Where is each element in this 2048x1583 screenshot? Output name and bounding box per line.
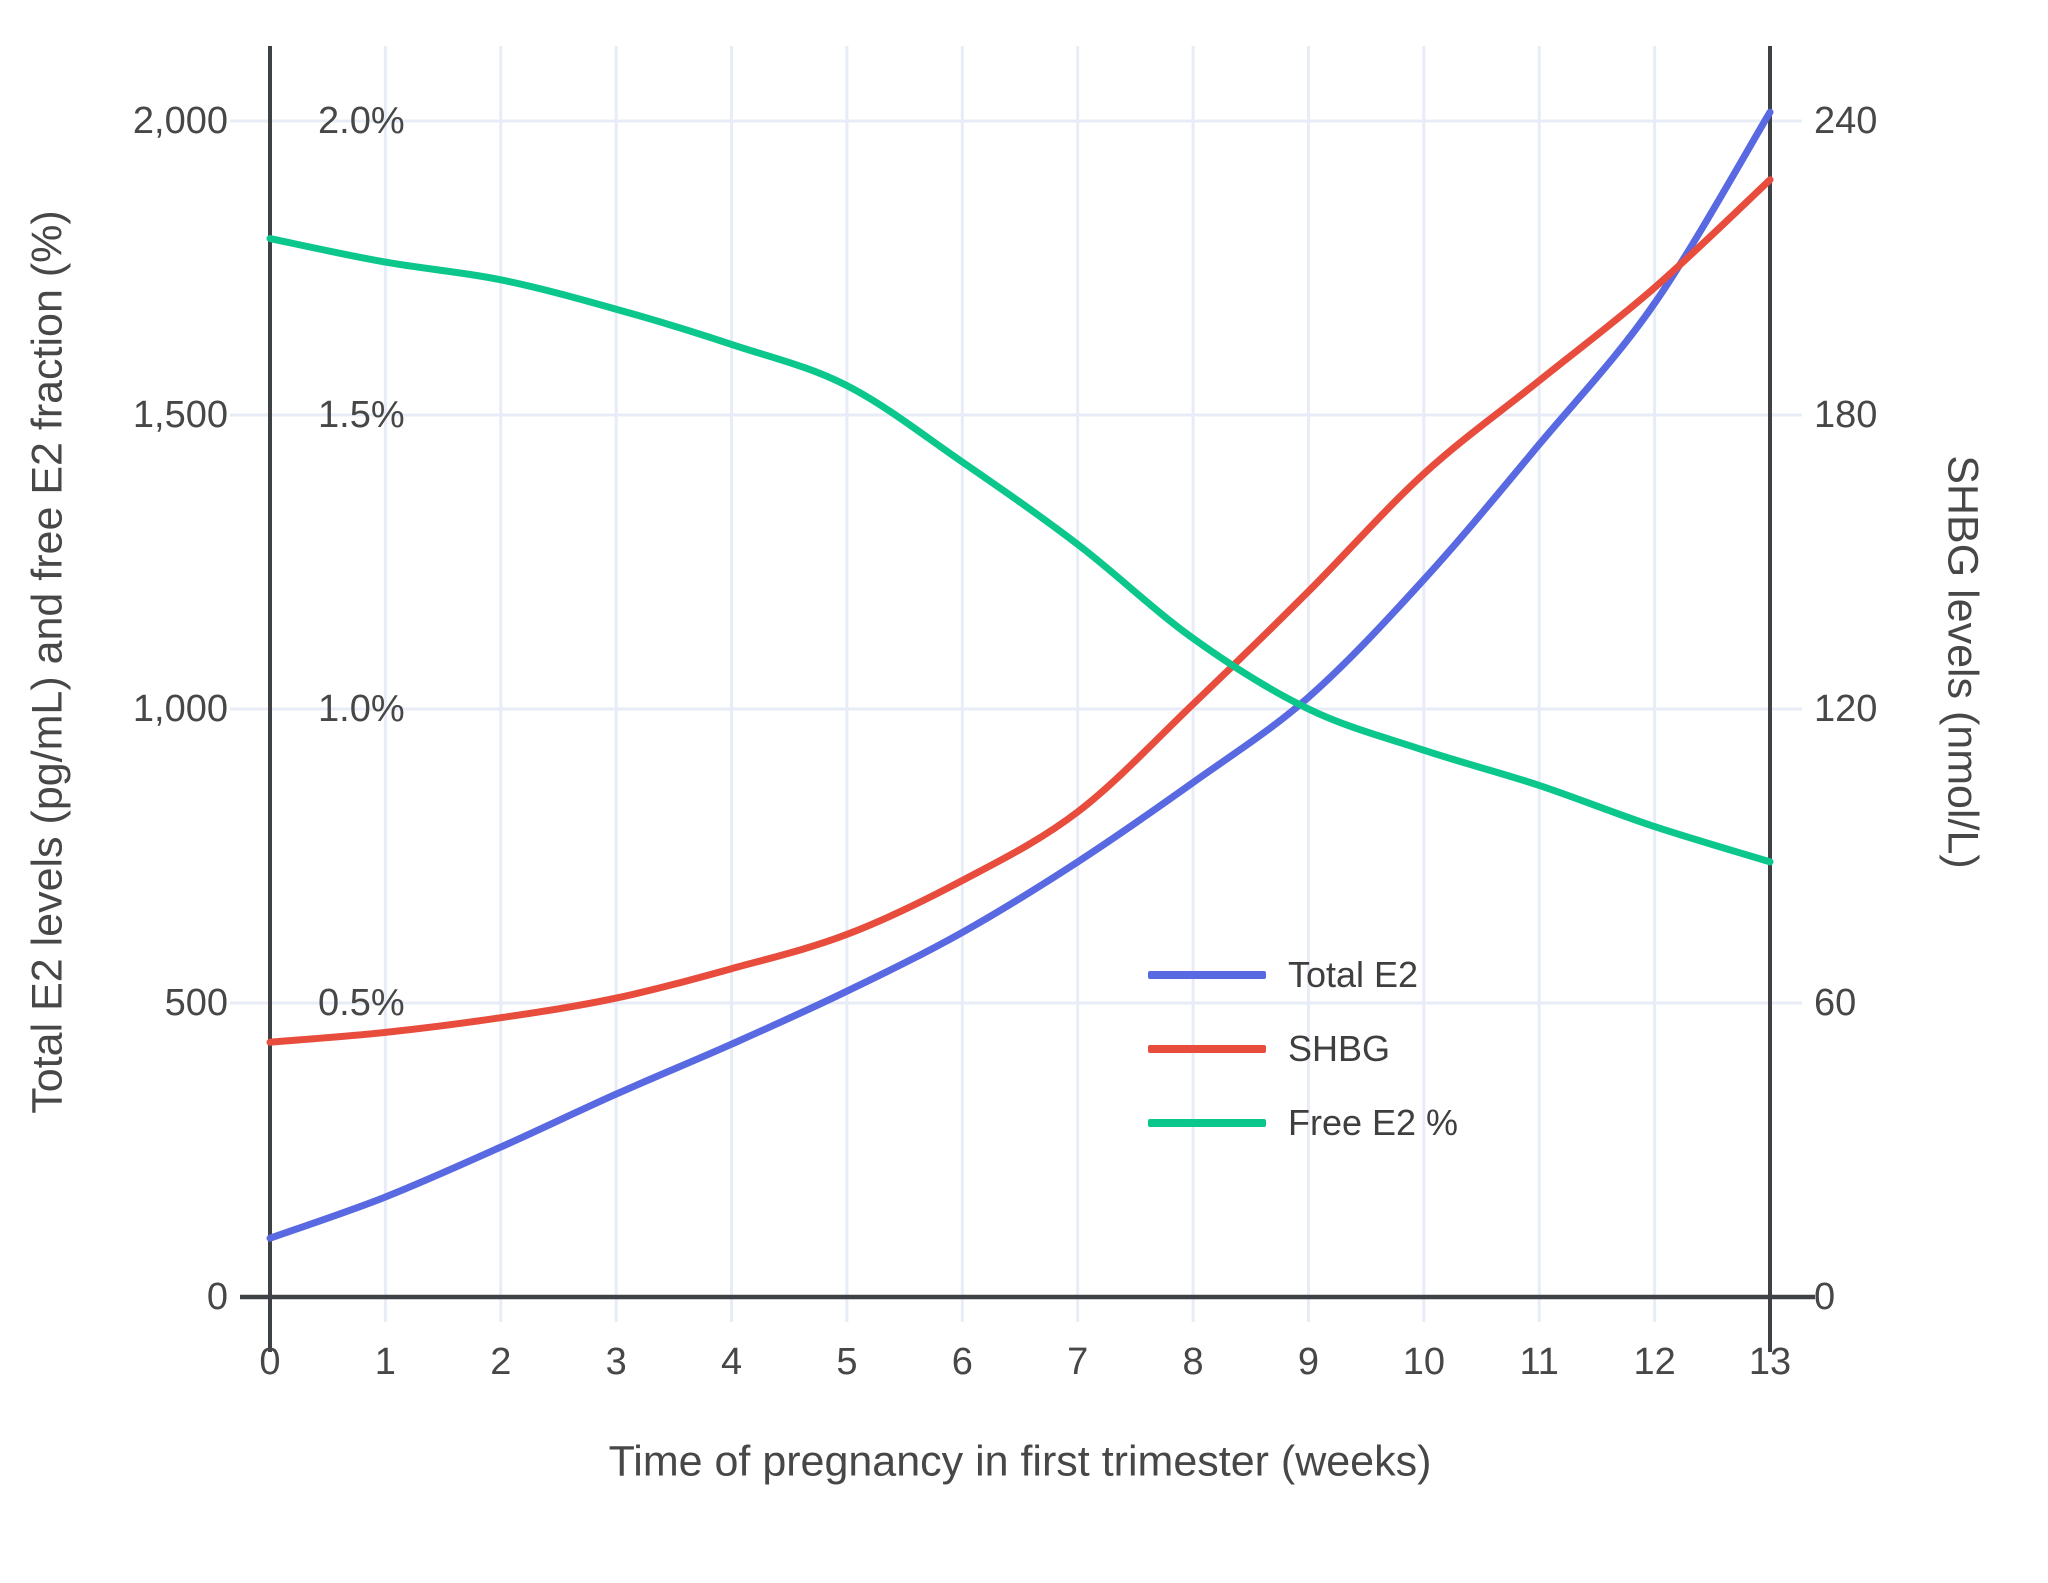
x-axis-tick-label: 2 <box>490 1341 512 1383</box>
legend-label-total-e2: Total E2 <box>1288 954 1419 995</box>
legend: Total E2 SHBG Free E2 % <box>1148 938 1458 1160</box>
legend-swatch-total-e2-line <box>1148 971 1266 979</box>
legend-label-shbg: SHBG <box>1288 1028 1391 1069</box>
right-axis-tick-label: 120 <box>1814 688 1878 730</box>
free-e2-pct-tick-label: 0.5% <box>318 982 405 1024</box>
legend-label-free-e2: Free E2 % <box>1288 1102 1459 1143</box>
x-axis-tick-label: 8 <box>1182 1341 1204 1383</box>
legend-item-total-e2: Total E2 <box>1148 938 1458 1012</box>
free-e2-pct-tick-label: 2.0% <box>318 100 405 142</box>
right-axis-tick-label: 0 <box>1814 1276 1836 1318</box>
total-e2-line <box>266 108 1774 1242</box>
x-axis-title: Time of pregnancy in first trimester (we… <box>608 1437 1432 1486</box>
x-axis-tick-label: 4 <box>720 1341 743 1383</box>
left-axis-tick-label: 1,500 <box>132 394 228 436</box>
right-axis-tick-label: 180 <box>1814 394 1878 436</box>
shbg-line <box>266 176 1774 1046</box>
legend-swatch-free-e2-line <box>1148 1119 1266 1127</box>
free-e2-line <box>266 235 1774 866</box>
x-axis-tick-label: 3 <box>605 1341 627 1383</box>
left-axis-tick-label: 1,000 <box>132 688 228 730</box>
x-axis-tick-label: 5 <box>836 1341 858 1383</box>
left-axis-tick-label: 500 <box>164 982 228 1024</box>
right-axis-tick-label: 60 <box>1814 982 1857 1024</box>
right-axis-tick-label: 240 <box>1814 100 1878 142</box>
right-axis-title: SHBG levels (nmol/L) <box>1938 455 1987 869</box>
left-axis-tick-label: 0 <box>206 1276 228 1318</box>
free-e2-pct-tick-label: 1.0% <box>318 688 405 730</box>
x-axis-tick-label: 1 <box>374 1341 396 1383</box>
free-e2-pct-tick-label: 1.5% <box>318 394 405 436</box>
legend-item-shbg: SHBG <box>1148 1012 1458 1086</box>
left-axis-tick-label: 2,000 <box>132 100 228 142</box>
x-axis-tick-label: 13 <box>1748 1341 1792 1383</box>
legend-swatch-shbg-line <box>1148 1045 1266 1053</box>
x-axis-tick-label: 7 <box>1067 1341 1089 1383</box>
legend-item-free-e2: Free E2 % <box>1148 1086 1458 1160</box>
x-axis-tick-label: 6 <box>951 1341 973 1383</box>
x-axis-tick-label: 12 <box>1633 1341 1676 1383</box>
x-axis-tick-label: 9 <box>1297 1341 1320 1383</box>
x-axis-tick-label: 0 <box>259 1341 281 1383</box>
x-axis-tick-label: 10 <box>1402 1341 1445 1383</box>
x-axis-tick-label: 11 <box>1519 1341 1559 1383</box>
